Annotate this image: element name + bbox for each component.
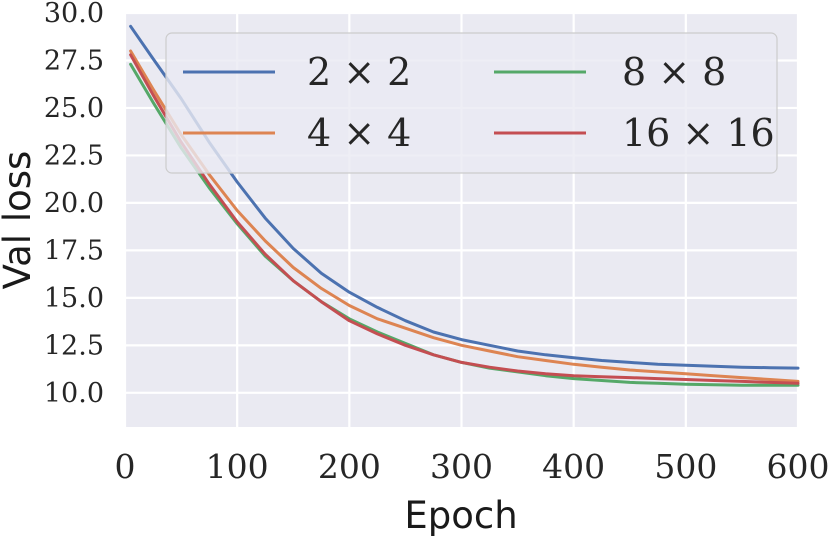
y-tick-label: 27.5 bbox=[44, 45, 104, 76]
series-line bbox=[129, 53, 800, 385]
series-line bbox=[129, 49, 800, 383]
x-axis-title: Epoch bbox=[404, 494, 517, 536]
y-tick-label: 25.0 bbox=[44, 93, 104, 124]
x-tick-label: 200 bbox=[318, 447, 381, 486]
y-tick-label: 22.5 bbox=[44, 140, 104, 171]
y-tick-labels: 10.0 12.5 15.0 17.5 20.0 22.5 25.0 27.5 30.0 bbox=[44, 0, 104, 409]
x-tick-label: 500 bbox=[654, 447, 717, 486]
y-tick-label: 10.0 bbox=[44, 378, 104, 409]
series-lines bbox=[129, 24, 800, 387]
x-tick-label: 100 bbox=[206, 447, 269, 486]
x-tick-label: 0 bbox=[115, 447, 136, 486]
legend-box bbox=[165, 32, 778, 174]
x-tick-label: 600 bbox=[767, 447, 830, 486]
x-tick-labels: 0 100 200 300 400 500 600 bbox=[115, 447, 830, 486]
series-line bbox=[129, 24, 800, 370]
x-tick-label: 300 bbox=[430, 447, 493, 486]
y-axis-title: Val loss bbox=[0, 151, 39, 290]
y-tick-label: 20.0 bbox=[44, 188, 104, 219]
legend-label: 8 × 8 bbox=[622, 50, 726, 94]
y-tick-label: 15.0 bbox=[44, 283, 104, 314]
legend: 2 × 2 4 × 4 8 × 8 16 × 16 bbox=[165, 32, 778, 174]
x-tick-label: 400 bbox=[542, 447, 605, 486]
legend-label: 2 × 2 bbox=[307, 50, 411, 94]
y-tick-label: 30.0 bbox=[44, 0, 104, 29]
legend-label: 16 × 16 bbox=[622, 111, 775, 155]
y-tick-label: 12.5 bbox=[44, 330, 104, 361]
legend-label: 4 × 4 bbox=[307, 111, 411, 155]
y-tick-label: 17.5 bbox=[44, 235, 104, 266]
